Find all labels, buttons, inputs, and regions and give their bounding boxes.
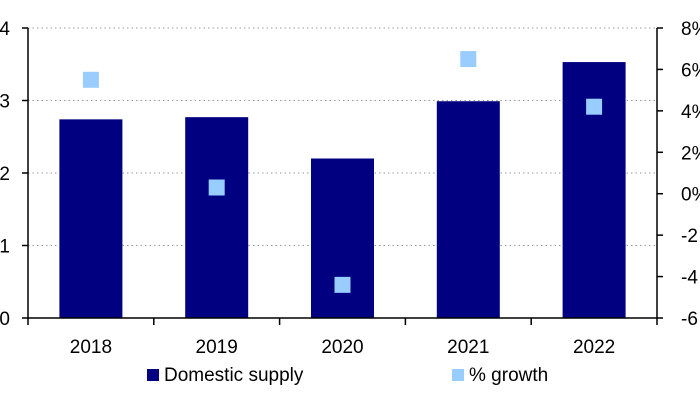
right-y-tick-label: -2	[681, 226, 698, 247]
x-tick-label-2022: 2022	[573, 337, 615, 358]
right-y-tick-label: 4%	[681, 102, 700, 123]
legend-label-0: Domestic supply	[164, 365, 304, 386]
left-y-tick-label: 3	[0, 92, 10, 113]
growth-marker-2021	[460, 51, 477, 68]
right-y-tick-labels: -6 -4 -2 0% 2% 4% 6% 8%	[681, 19, 700, 330]
left-y-tick-label: 1	[0, 237, 10, 258]
right-y-tick-label: 2%	[681, 143, 700, 164]
bars	[59, 62, 626, 319]
right-y-tick-label: 6%	[681, 60, 700, 81]
legend-label-1: % growth	[469, 365, 548, 386]
x-tick-label-2019: 2019	[196, 337, 238, 358]
growth-marker-2022	[586, 98, 603, 115]
bar-2018	[59, 119, 123, 318]
axes	[22, 27, 663, 325]
x-tick-label-2018: 2018	[70, 337, 112, 358]
legend-swatch-1	[452, 369, 464, 381]
gridlines	[28, 27, 657, 246]
growth-marker-2020	[334, 276, 351, 293]
growth-marker-2018	[82, 71, 99, 88]
bar-2019	[185, 117, 249, 318]
right-y-tick-label: -4	[681, 268, 698, 289]
markers	[82, 51, 603, 293]
right-y-tick-label: 8%	[681, 19, 700, 40]
left-y-tick-label: 2	[0, 164, 10, 185]
left-y-tick-label: 0	[0, 309, 10, 330]
x-tick-label-2021: 2021	[447, 337, 489, 358]
legend-swatch-0	[147, 369, 159, 381]
growth-marker-2019	[208, 179, 225, 196]
bar-2020	[311, 158, 374, 318]
x-tick-label-2020: 2020	[321, 337, 363, 358]
bar-2021	[436, 101, 500, 318]
left-y-tick-labels: 0 1 2 3 4	[0, 19, 10, 330]
right-y-tick-label: -6	[681, 309, 698, 330]
legend: Domestic supply % growth	[147, 365, 548, 386]
x-tick-labels: 2018 2019 2020 2021 2022	[70, 337, 615, 358]
right-y-tick-label: 0%	[681, 185, 700, 206]
left-y-tick-label: 4	[0, 19, 10, 40]
